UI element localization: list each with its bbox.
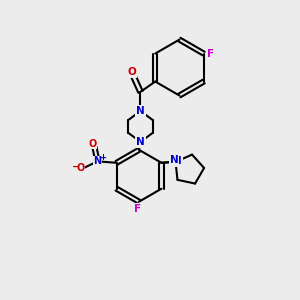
Text: O: O [88,139,96,149]
Text: N: N [173,156,182,166]
Text: N: N [93,156,101,166]
Text: +: + [99,153,106,162]
Text: F: F [134,204,141,214]
Text: N: N [136,137,145,147]
Text: N: N [136,106,145,116]
Text: N: N [170,155,178,166]
Text: O: O [76,164,85,173]
Text: F: F [208,49,214,58]
Text: −: − [73,162,81,172]
Text: O: O [127,67,136,77]
